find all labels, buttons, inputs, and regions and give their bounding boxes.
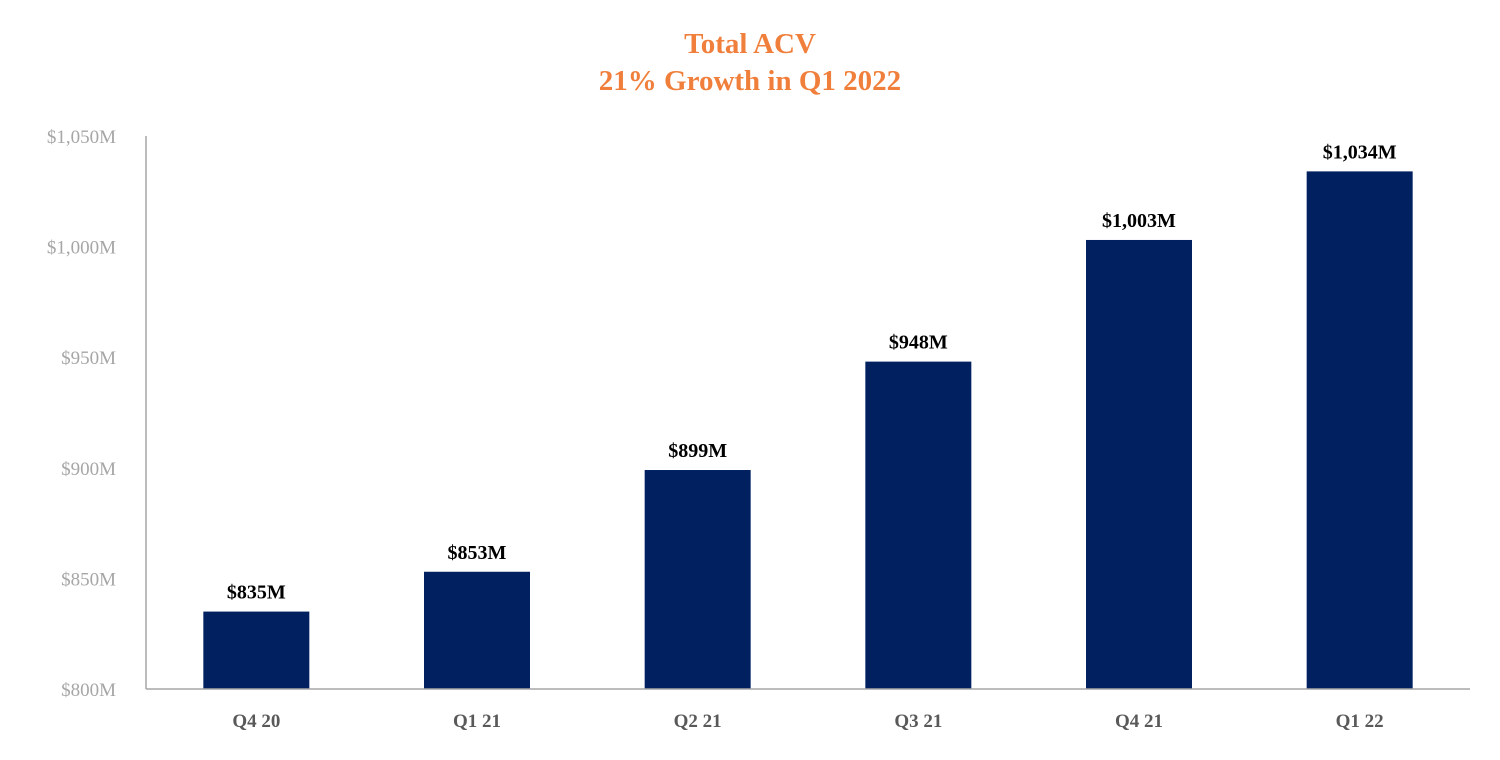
- data-label: $1,003M: [1102, 210, 1176, 232]
- y-axis-ticks: $800M $850M $900M $950M $1,000M $1,050M: [47, 127, 116, 701]
- chart-subtitle: 21% Growth in Q1 2022: [598, 65, 902, 97]
- bar: [865, 361, 972, 689]
- data-label: $835M: [227, 582, 286, 604]
- data-label: $899M: [668, 440, 727, 462]
- data-label: $948M: [889, 332, 948, 354]
- x-tick-label: Q3 21: [894, 711, 942, 732]
- y-tick-label: $900M: [61, 459, 116, 480]
- data-label: $1,034M: [1323, 141, 1397, 163]
- bar: [1306, 171, 1413, 690]
- y-tick-label: $1,050M: [47, 127, 116, 148]
- x-tick-label: Q1 22: [1336, 711, 1384, 732]
- bar: [424, 571, 530, 689]
- x-tick-label: Q4 21: [1115, 711, 1163, 732]
- bar: [644, 470, 751, 689]
- chart-title: Total ACV: [684, 28, 816, 60]
- x-axis-ticks: Q4 20 Q1 21 Q2 21 Q3 21 Q4 21 Q1 22: [232, 711, 1383, 732]
- x-tick-label: Q1 21: [453, 711, 501, 732]
- bar: [1086, 239, 1192, 690]
- x-tick-label: Q4 20: [232, 711, 280, 732]
- x-tick-label: Q2 21: [674, 711, 722, 732]
- y-tick-label: $850M: [61, 569, 116, 590]
- data-labels: $835M $853M $899M $948M $1,003M $1,034M: [227, 141, 1397, 603]
- bar: [203, 611, 310, 689]
- y-tick-label: $1,000M: [47, 238, 116, 259]
- y-tick-label: $800M: [61, 680, 116, 701]
- bars: [203, 171, 1413, 690]
- y-tick-label: $950M: [61, 348, 116, 369]
- data-label: $853M: [448, 542, 507, 564]
